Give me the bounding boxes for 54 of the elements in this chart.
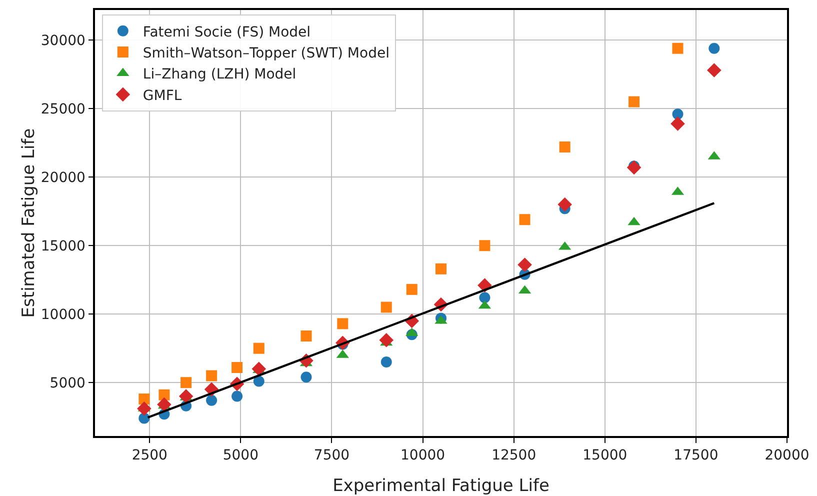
y-axis-title: Estimated Fatigue Life [18,128,39,318]
x-tick-label: 10000 [400,448,446,464]
point [558,197,572,212]
point [180,377,192,388]
x-tick-label: 20000 [764,448,810,464]
legend-label: Smith–Watson–Topper (SWT) Model [142,46,390,62]
point [206,370,218,382]
point [232,390,243,402]
point [337,318,348,330]
x-tick-label: 12500 [492,448,536,464]
point [559,141,570,152]
point [670,116,685,131]
point [406,284,418,295]
x-tick-label: 2500 [132,448,168,464]
point [436,263,446,274]
y-tick-label: 30000 [40,33,86,50]
point [137,401,152,416]
point [380,302,392,313]
point [707,63,722,78]
point [138,394,150,405]
y-tick-label: 20000 [40,170,86,186]
point [380,356,392,368]
y-tick-label: 10000 [40,306,86,323]
point [253,342,264,354]
point [672,108,684,120]
point [253,376,264,387]
point [628,96,640,108]
point [379,332,394,348]
point [157,397,172,412]
x-tick-label: 17500 [674,448,718,464]
point [708,42,720,54]
point [252,362,266,376]
legend-label: Li–Zhang (LZH) Model [142,66,296,83]
point [232,362,243,374]
point [206,394,218,406]
point [479,240,490,252]
point [178,389,194,404]
x-axis-title: Experimental Fatigue Life [332,476,550,496]
legend-label: GMFL [142,88,182,104]
legend-label: Fatemi Socie (FS) Model [142,24,311,40]
point [300,330,312,342]
y-tick-label: 15000 [40,238,86,254]
point [479,292,490,304]
y-tick-label: 25000 [40,102,86,118]
y-tick-label: 5000 [50,375,86,392]
point [518,258,532,272]
point [672,42,684,54]
point [519,214,530,226]
x-tick-label: 15000 [582,448,628,464]
x-tick-label: 7500 [314,448,350,464]
point [158,389,170,400]
point [626,160,642,175]
point [300,372,312,383]
x-tick-label: 5000 [222,448,258,464]
